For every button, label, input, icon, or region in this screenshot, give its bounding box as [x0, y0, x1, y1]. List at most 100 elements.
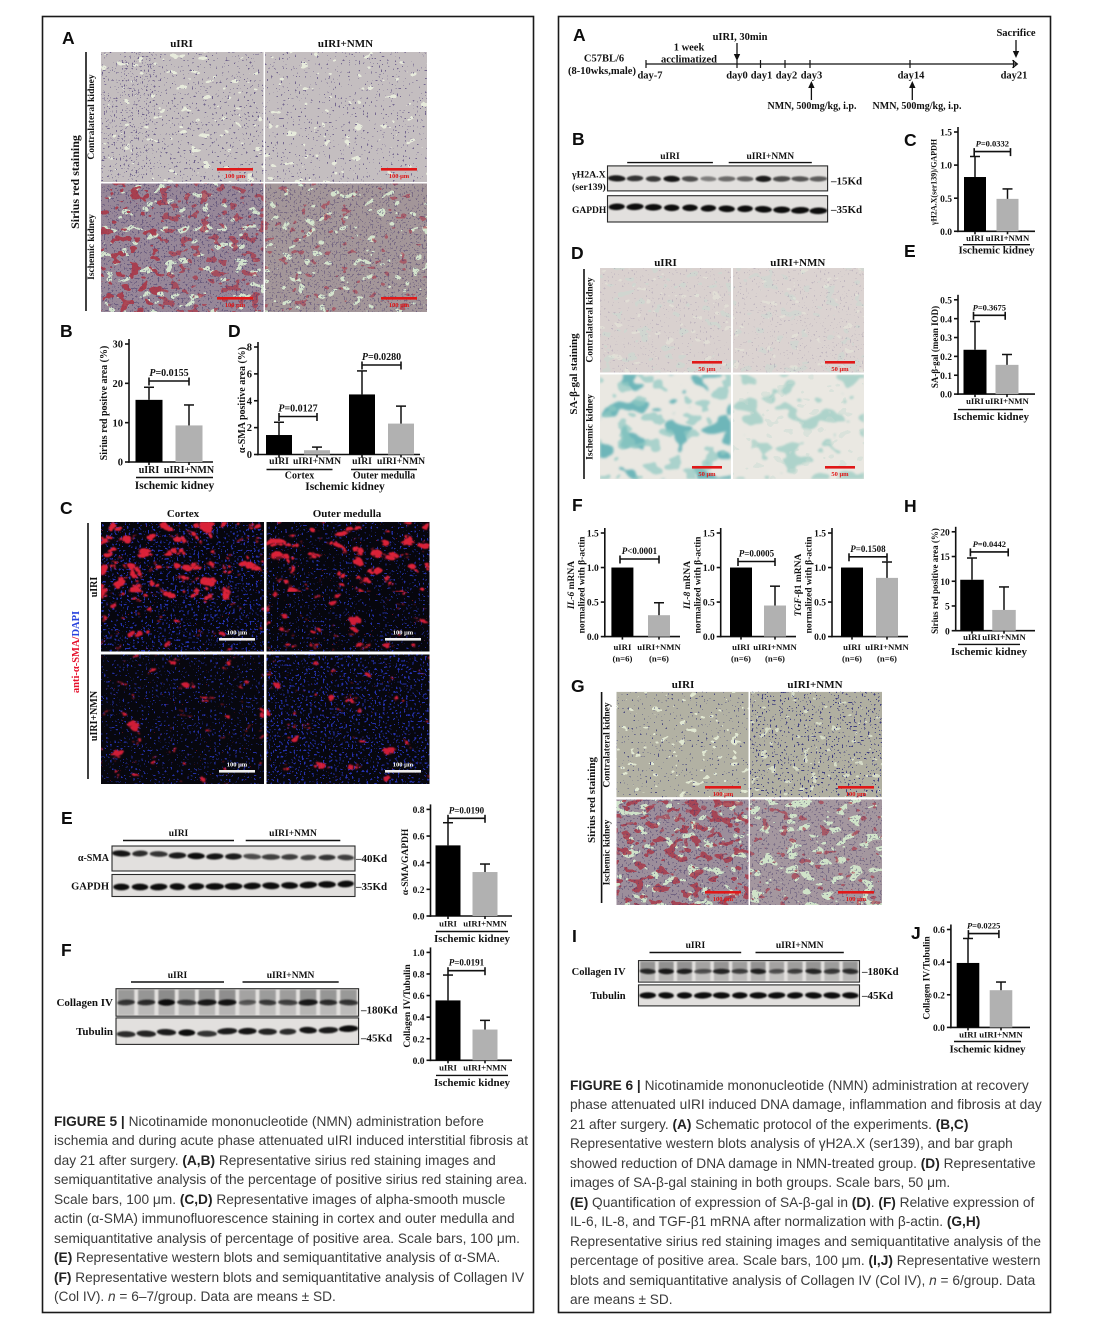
svg-text:0.2: 0.2 — [940, 353, 952, 363]
svg-text:uIRI+NMN: uIRI+NMN — [776, 941, 824, 951]
svg-text:uIRI: uIRI — [352, 456, 372, 467]
svg-text:SA-β-gal (mean IOD): SA-β-gal (mean IOD) — [930, 306, 940, 388]
svg-text:Ischemic kidney: Ischemic kidney — [953, 411, 1030, 423]
svg-text:–40Kd: –40Kd — [355, 853, 387, 865]
svg-text:0.8: 0.8 — [413, 806, 425, 816]
svg-text:Cortex: Cortex — [167, 508, 200, 520]
svg-text:I: I — [572, 926, 577, 946]
svg-text:uIRI: uIRI — [654, 257, 677, 269]
svg-text:Contralateral kidney: Contralateral kidney — [586, 277, 596, 362]
svg-text:–180Kd: –180Kd — [360, 1005, 398, 1017]
svg-text:uIRI: uIRI — [732, 642, 750, 652]
svg-text:Ischemic kidney: Ischemic kidney — [958, 245, 1035, 257]
svg-text:uIRI: uIRI — [439, 1063, 457, 1073]
svg-text:0.4: 0.4 — [413, 1014, 425, 1024]
svg-text:α-SMA positive area (%): α-SMA positive area (%) — [237, 347, 248, 453]
svg-text:0.6: 0.6 — [413, 992, 425, 1002]
svg-text:(ser139): (ser139) — [572, 182, 606, 193]
svg-text:50 μm: 50 μm — [698, 471, 716, 478]
svg-text:0.6: 0.6 — [933, 926, 945, 936]
svg-text:Ischemic kidney: Ischemic kidney — [135, 480, 215, 492]
svg-text:uIRI+NMN: uIRI+NMN — [982, 632, 1026, 642]
svg-text:1.5: 1.5 — [587, 530, 599, 540]
svg-text:(n=6): (n=6) — [842, 654, 862, 664]
svg-text:uIRI+NMN: uIRI+NMN — [318, 38, 373, 50]
svg-text:uIRI+NMN: uIRI+NMN — [637, 642, 681, 652]
svg-text:uIRI: uIRI — [966, 233, 984, 243]
svg-text:TGF-β1 mRNA: TGF-β1 mRNA — [794, 553, 804, 616]
svg-text:Sirius red positve area (%): Sirius red positve area (%) — [99, 346, 110, 461]
svg-text:uIRI+NMN: uIRI+NMN — [377, 456, 425, 467]
svg-text:Sirius red staining: Sirius red staining — [586, 757, 598, 843]
svg-text:100 μm: 100 μm — [713, 791, 734, 798]
svg-text:0.2: 0.2 — [413, 1035, 425, 1045]
svg-text:50 μm: 50 μm — [831, 366, 849, 373]
svg-text:Ischemic kidney: Ischemic kidney — [586, 394, 596, 460]
svg-text:uIRI: uIRI — [966, 396, 984, 406]
svg-text:0.4: 0.4 — [413, 859, 425, 869]
svg-text:Ischemic kidney: Ischemic kidney — [434, 1077, 511, 1089]
svg-text:normalized with β-actin: normalized with β-actin — [694, 536, 704, 634]
svg-text:GAPDH: GAPDH — [71, 882, 109, 893]
svg-text:Collagen IV/Tubulin: Collagen IV/Tubulin — [923, 936, 933, 1020]
svg-text:Collagen IV: Collagen IV — [56, 997, 113, 1009]
svg-text:1.5: 1.5 — [940, 129, 952, 139]
svg-text:2: 2 — [247, 423, 252, 434]
svg-text:uIRI, 30min: uIRI, 30min — [713, 32, 768, 43]
svg-text:5: 5 — [945, 603, 950, 613]
svg-text:0.1: 0.1 — [940, 372, 952, 382]
svg-text:uIRI: uIRI — [169, 829, 189, 839]
svg-text:day21: day21 — [1001, 71, 1028, 82]
svg-text:100 μm: 100 μm — [393, 630, 414, 637]
svg-text:α-SMA: α-SMA — [78, 853, 110, 864]
svg-text:uIRI: uIRI — [959, 1030, 977, 1040]
svg-text:day0: day0 — [726, 71, 748, 82]
svg-text:0.5: 0.5 — [703, 599, 715, 609]
svg-text:day1: day1 — [751, 71, 773, 82]
svg-text:0.8: 0.8 — [413, 971, 425, 981]
svg-text:day14: day14 — [898, 71, 926, 82]
svg-text:D: D — [228, 321, 241, 341]
svg-text:P=0.0225: P=0.0225 — [967, 921, 1000, 931]
svg-text:100 μm: 100 μm — [227, 630, 248, 637]
svg-text:uIRI+NMN: uIRI+NMN — [985, 396, 1029, 406]
svg-text:uIRI+NMN: uIRI+NMN — [293, 456, 341, 467]
svg-text:6: 6 — [247, 369, 252, 380]
svg-text:P<0.0001: P<0.0001 — [622, 546, 658, 556]
svg-text:α-SMA/GAPDH: α-SMA/GAPDH — [401, 828, 411, 895]
svg-text:P=0.0280: P=0.0280 — [362, 352, 401, 363]
svg-text:0: 0 — [945, 627, 950, 637]
svg-text:1 week: 1 week — [674, 43, 705, 54]
svg-text:E: E — [904, 241, 916, 261]
svg-text:SA-β-gal staining: SA-β-gal staining — [568, 333, 580, 415]
svg-text:50 μm: 50 μm — [831, 471, 849, 478]
svg-text:Ischemic kidney: Ischemic kidney — [602, 819, 612, 885]
svg-text:P=0.0442: P=0.0442 — [973, 539, 1006, 549]
svg-text:15: 15 — [940, 553, 950, 563]
svg-text:100 μm: 100 μm — [389, 173, 410, 180]
svg-text:Ischemic kidney: Ischemic kidney — [949, 1044, 1026, 1056]
svg-text:uIRI+NMN: uIRI+NMN — [770, 257, 825, 269]
svg-text:100 μm: 100 μm — [225, 173, 246, 180]
svg-text:C: C — [904, 130, 917, 150]
svg-text:D: D — [571, 243, 584, 263]
svg-text:0.2: 0.2 — [413, 886, 425, 896]
svg-text:(n=6): (n=6) — [612, 654, 632, 664]
svg-text:IL-8 mRNA: IL-8 mRNA — [683, 561, 693, 610]
svg-text:(n=6): (n=6) — [765, 654, 785, 664]
svg-text:uIRI+NMN: uIRI+NMN — [89, 690, 100, 741]
svg-text:Sirius red positive area (%): Sirius red positive area (%) — [930, 528, 940, 634]
svg-text:20: 20 — [940, 528, 950, 538]
svg-text:uIRI+NMN: uIRI+NMN — [986, 233, 1030, 243]
svg-text:Ischemic kidney: Ischemic kidney — [87, 214, 97, 280]
svg-text:uIRI: uIRI — [963, 632, 981, 642]
svg-text:0.0: 0.0 — [587, 633, 599, 643]
svg-text:0.4: 0.4 — [940, 315, 952, 325]
svg-text:100 μm: 100 μm — [393, 762, 414, 769]
svg-text:C: C — [60, 498, 73, 518]
svg-text:E: E — [61, 808, 73, 828]
svg-text:day2: day2 — [776, 71, 798, 82]
svg-text:day-7: day-7 — [637, 71, 662, 82]
svg-text:uIRI: uIRI — [170, 38, 193, 50]
svg-text:0.5: 0.5 — [940, 195, 952, 205]
